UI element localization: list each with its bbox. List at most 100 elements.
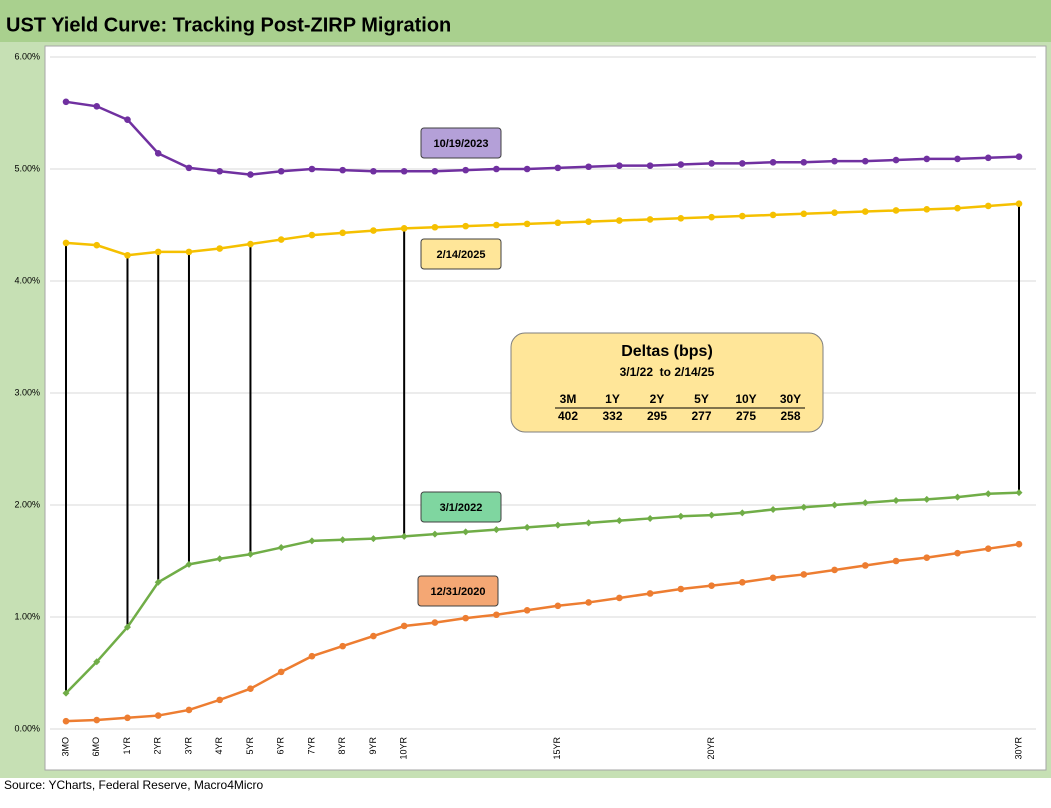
data-point	[861, 562, 869, 569]
data-point	[646, 514, 654, 522]
deltas-value: 332	[602, 409, 622, 423]
data-point	[616, 162, 623, 169]
data-point	[185, 248, 193, 256]
data-point	[431, 619, 439, 626]
data-point	[1015, 489, 1023, 497]
data-point	[62, 98, 70, 106]
source: Source: YCharts, Federal Reserve, Macro4…	[4, 778, 264, 792]
data-point	[62, 689, 70, 697]
data-point	[861, 157, 869, 165]
data-point	[247, 685, 254, 692]
legend-box	[420, 238, 502, 270]
data-point	[493, 221, 500, 229]
data-point	[954, 549, 961, 557]
data-point	[124, 714, 131, 722]
data-point	[861, 499, 869, 507]
data-point	[370, 632, 377, 640]
data-point	[123, 623, 131, 631]
plot-area	[44, 45, 1047, 771]
data-point	[923, 554, 931, 561]
legend-box	[417, 575, 499, 607]
data-point	[400, 167, 408, 175]
data-point	[615, 517, 623, 525]
deltas-header: 1Y	[605, 392, 620, 406]
data-point	[339, 229, 346, 237]
deltas-value: 275	[736, 409, 756, 423]
data-point	[216, 245, 224, 252]
data-point	[954, 155, 961, 163]
x-tick-label: 30YR	[1013, 737, 1023, 760]
data-point	[554, 219, 562, 227]
data-point	[216, 167, 224, 175]
data-point	[616, 217, 623, 224]
chart-title: UST Yield Curve: Tracking Post-ZIRP Migr…	[6, 14, 451, 36]
legend-label: 10/19/2023	[433, 138, 488, 150]
data-point	[585, 599, 592, 606]
series-line	[65, 491, 1020, 695]
data-point	[493, 165, 500, 173]
data-point	[585, 519, 593, 527]
data-point	[400, 225, 408, 232]
deltas-header: 30Y	[780, 392, 801, 406]
data-point	[431, 167, 439, 175]
x-tick-label: 1YR	[122, 737, 132, 755]
data-point	[523, 523, 531, 531]
data-point	[523, 606, 531, 614]
data-point	[93, 716, 101, 724]
data-point	[738, 509, 746, 517]
data-point	[154, 248, 162, 256]
data-point	[677, 161, 685, 168]
data-point	[831, 209, 838, 216]
data-point	[554, 164, 562, 172]
y-tick-label: 4.00%	[14, 275, 40, 285]
data-point	[247, 171, 254, 178]
series-line	[65, 100, 1020, 176]
data-point	[923, 206, 931, 213]
data-point	[493, 611, 500, 619]
data-point	[93, 658, 101, 666]
deltas-title: Deltas (bps)	[621, 343, 713, 360]
data-point	[708, 160, 715, 167]
data-point	[154, 712, 162, 719]
legend-label: 12/31/2020	[430, 586, 485, 598]
data-point	[308, 231, 316, 239]
data-point	[769, 158, 777, 166]
data-point	[246, 550, 254, 558]
data-point	[585, 218, 592, 225]
data-point	[523, 165, 531, 173]
data-point	[93, 241, 101, 249]
deltas-box	[510, 332, 824, 433]
data-point	[892, 207, 900, 214]
data-point	[462, 614, 469, 622]
data-point	[708, 582, 715, 589]
deltas-header: 10Y	[735, 392, 756, 406]
data-point	[708, 511, 716, 519]
data-point	[800, 210, 808, 218]
data-point	[769, 574, 777, 582]
legend-box	[420, 127, 502, 159]
y-tick-label: 6.00%	[14, 51, 40, 61]
data-point	[124, 251, 131, 259]
deltas-value: 295	[647, 409, 667, 423]
data-point	[370, 227, 377, 234]
data-point	[831, 501, 839, 509]
data-point	[646, 162, 654, 169]
y-tick-label: 0.00%	[14, 723, 40, 733]
legend-box	[420, 491, 502, 523]
data-point	[554, 602, 562, 610]
x-tick-label: 9YR	[368, 737, 378, 755]
data-point	[769, 211, 777, 219]
data-point	[216, 555, 224, 563]
data-point	[1015, 153, 1023, 160]
data-point	[308, 652, 316, 660]
x-tick-label: 5YR	[245, 737, 255, 755]
data-point	[892, 557, 900, 565]
data-point	[831, 566, 838, 574]
x-tick-label: 15YR	[552, 737, 562, 760]
data-point	[462, 528, 470, 536]
data-point	[492, 526, 500, 534]
x-tick-label: 2YR	[153, 737, 163, 755]
data-point	[339, 642, 346, 650]
data-point	[124, 116, 131, 124]
